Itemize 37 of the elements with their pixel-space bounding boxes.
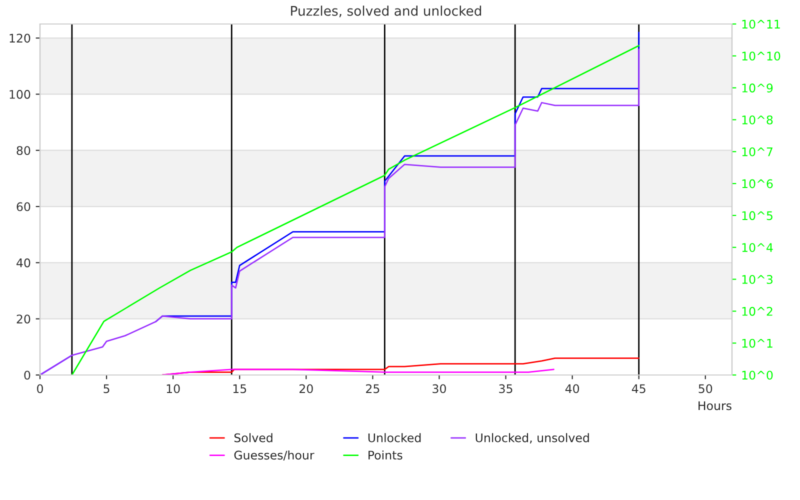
x-tick-label: 45	[632, 384, 646, 394]
x-tick-label: 0	[37, 384, 43, 394]
x-tick-label: 5	[104, 384, 110, 394]
y2-tick-label: 10^4	[742, 243, 773, 252]
legend-label: Points	[368, 450, 402, 460]
y2-tick-label: 10^0	[742, 370, 773, 380]
y2-tick-label: 10^2	[742, 306, 772, 316]
y-tick-label: 100	[10, 90, 30, 99]
legend-label: Solved	[234, 433, 272, 442]
y-tick-label: 40	[16, 258, 30, 268]
y-tick-label: 80	[16, 146, 30, 156]
y2-tick-label: 10^7	[742, 147, 772, 156]
y2-tick-label: 10^5	[742, 211, 772, 220]
legend-label: Unlocked	[368, 433, 421, 442]
x-tick-label: 10	[166, 384, 180, 394]
x-tick-label: 40	[565, 384, 580, 394]
y-tick-label: 0	[24, 370, 30, 380]
x-tick-label: 20	[300, 384, 313, 394]
x-axis-title: Hours	[698, 401, 732, 410]
x-tick-label: 50	[698, 384, 712, 394]
x-tick-label: 15	[233, 384, 246, 394]
x-tick-label: 30	[432, 384, 446, 394]
y-tick-label: 60	[16, 202, 30, 212]
y2-tick-label: 10^8	[742, 115, 773, 124]
y2-tick-label: 10^1	[742, 338, 772, 348]
y2-tick-label: 10^6	[742, 179, 773, 188]
legend-label: Unlocked, unsolved	[476, 433, 589, 444]
legend-label: Guesses/hour	[234, 450, 314, 461]
y2-tick-label: 10^11	[742, 20, 780, 29]
x-tick-label: 35	[499, 384, 512, 394]
y-tick-label: 20	[16, 314, 30, 324]
x-tick-label: 25	[366, 384, 380, 394]
y2-tick-label: 10^3	[742, 274, 773, 284]
y2-tick-label: 10^9	[742, 84, 773, 92]
y2-tick-label: 10^10	[742, 52, 780, 61]
chart-title: Puzzles, solved and unlocked	[291, 6, 482, 18]
y-tick-label: 120	[10, 34, 30, 43]
